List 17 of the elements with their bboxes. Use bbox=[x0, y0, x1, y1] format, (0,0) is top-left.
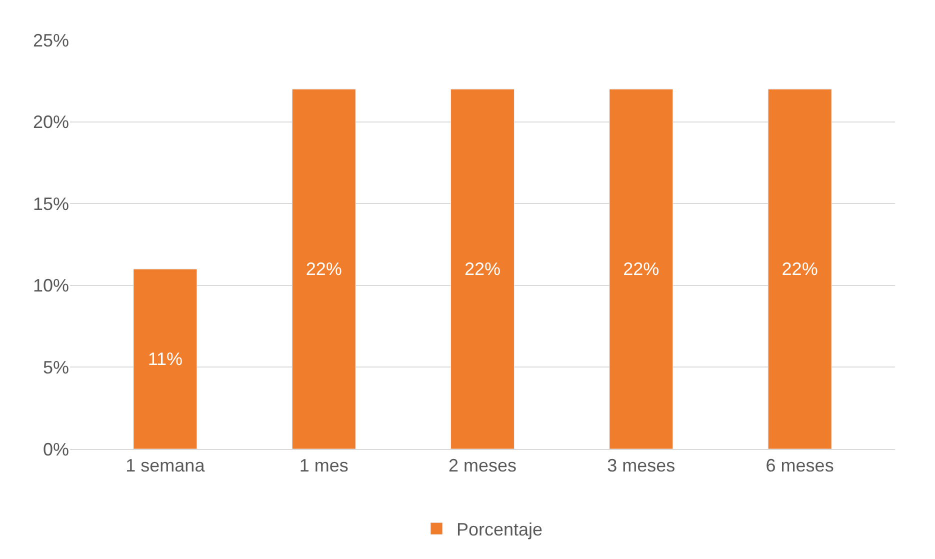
x-tick-label: 3 meses bbox=[607, 456, 676, 476]
data-label: 11% bbox=[148, 349, 183, 370]
x-tick-label: 1 semana bbox=[126, 456, 206, 476]
y-tick-label: 20% bbox=[32, 112, 69, 132]
y-tick-label: 25% bbox=[32, 30, 69, 50]
data-label: 22% bbox=[782, 259, 818, 280]
data-label: 22% bbox=[623, 259, 660, 280]
y-tick-label: 15% bbox=[32, 194, 69, 214]
y-tick-label: 0% bbox=[42, 439, 69, 460]
y-tick-label: 5% bbox=[42, 358, 69, 378]
x-tick-label: 6 meses bbox=[766, 456, 834, 476]
legend-label: Porcentaje bbox=[456, 520, 543, 540]
y-tick-label: 10% bbox=[32, 276, 69, 296]
x-tick-label: 2 meses bbox=[448, 456, 517, 476]
data-label: 22% bbox=[306, 259, 342, 280]
data-label: 22% bbox=[464, 259, 501, 280]
x-tick-label: 1 mes bbox=[299, 456, 348, 476]
